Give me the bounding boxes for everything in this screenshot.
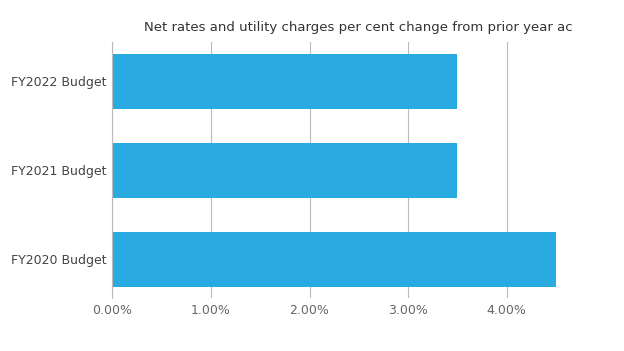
Bar	[112, 232, 556, 287]
Bar	[112, 143, 457, 198]
Bar	[112, 54, 457, 109]
Title: Net rates and utility charges per cent change from prior year ac: Net rates and utility charges per cent c…	[145, 21, 573, 34]
